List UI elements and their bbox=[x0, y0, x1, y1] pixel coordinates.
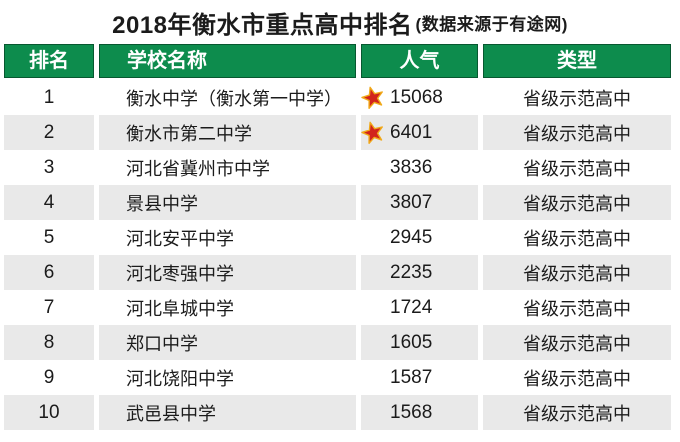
star-slot bbox=[361, 296, 390, 320]
star-slot bbox=[361, 86, 390, 110]
school-cell: 衡水市第二中学 bbox=[99, 115, 356, 150]
popularity-value: 6401 bbox=[390, 121, 433, 143]
school-cell: 河北阜城中学 bbox=[126, 298, 234, 319]
rank-cell: 2 bbox=[4, 115, 94, 150]
rank-cell: 3 bbox=[43, 156, 55, 178]
rank-cell: 9 bbox=[43, 366, 55, 388]
popularity-value: 3807 bbox=[390, 191, 433, 213]
table-row: 3 河北省冀州市中学 3836 省级示范高中 bbox=[4, 150, 671, 185]
table-row: 9 河北饶阳中学 1587 省级示范高中 bbox=[4, 360, 671, 395]
star-slot bbox=[361, 191, 390, 215]
popularity-value: 1605 bbox=[390, 331, 433, 353]
type-cell: 省级示范高中 bbox=[483, 115, 671, 150]
popularity-value: 1568 bbox=[390, 401, 433, 423]
school-cell: 河北安平中学 bbox=[126, 228, 234, 249]
table-row: 6 河北枣强中学 2235 省级示范高中 bbox=[4, 255, 671, 290]
table-row: 7 河北阜城中学 1724 省级示范高中 bbox=[4, 290, 671, 325]
type-cell: 省级示范高中 bbox=[483, 185, 671, 220]
ranking-table: 排名 学校名称 人气 类型 1 衡水中学（衡水第一中学） 15068 省级示范高… bbox=[4, 44, 671, 430]
type-cell: 省级示范高中 bbox=[483, 325, 671, 360]
table-row: 5 河北安平中学 2945 省级示范高中 bbox=[4, 220, 671, 255]
star-slot bbox=[361, 401, 390, 425]
popularity-value: 2235 bbox=[390, 261, 433, 283]
table-body: 1 衡水中学（衡水第一中学） 15068 省级示范高中 2 衡水市第二中学 bbox=[4, 80, 671, 430]
popularity-value: 15068 bbox=[390, 86, 443, 108]
school-cell: 景县中学 bbox=[99, 185, 356, 220]
header-cell-school: 学校名称 bbox=[99, 44, 356, 78]
table-row: 4 景县中学 3807 省级示范高中 bbox=[4, 185, 671, 220]
popularity-cell: 2945 bbox=[361, 220, 478, 255]
star-slot bbox=[361, 121, 390, 145]
popularity-cell: 6401 bbox=[361, 115, 478, 150]
rank-cell: 7 bbox=[43, 296, 55, 318]
rank-cell: 1 bbox=[43, 86, 55, 108]
page-title-main: 2018年衡水市重点高中排名 bbox=[112, 11, 413, 39]
table-header: 排名 学校名称 人气 类型 bbox=[4, 44, 671, 78]
type-cell: 省级示范高中 bbox=[523, 368, 631, 389]
school-cell: 河北枣强中学 bbox=[99, 255, 356, 290]
rank-cell: 5 bbox=[43, 226, 55, 248]
popularity-value: 1724 bbox=[390, 296, 433, 318]
type-cell: 省级示范高中 bbox=[483, 255, 671, 290]
school-cell: 武邑县中学 bbox=[99, 395, 356, 430]
type-cell: 省级示范高中 bbox=[523, 158, 631, 179]
popularity-cell: 1605 bbox=[361, 325, 478, 360]
header-cell-popularity: 人气 bbox=[361, 44, 478, 78]
table-row: 8 郑口中学 1605 省级示范高中 bbox=[4, 325, 671, 360]
table-row: 1 衡水中学（衡水第一中学） 15068 省级示范高中 bbox=[4, 80, 671, 115]
popularity-cell: 1568 bbox=[361, 395, 478, 430]
popularity-cell: 3836 bbox=[361, 150, 478, 185]
type-cell: 省级示范高中 bbox=[523, 298, 631, 319]
red-star-icon bbox=[361, 121, 383, 144]
school-cell: 河北省冀州市中学 bbox=[126, 158, 270, 179]
type-cell: 省级示范高中 bbox=[523, 88, 631, 109]
star-slot bbox=[361, 156, 390, 180]
popularity-cell: 15068 bbox=[361, 80, 478, 115]
school-cell: 衡水中学（衡水第一中学） bbox=[126, 88, 342, 109]
table-header-row: 排名 学校名称 人气 类型 bbox=[4, 44, 671, 78]
popularity-value: 2945 bbox=[390, 226, 433, 248]
popularity-cell: 3807 bbox=[361, 185, 478, 220]
rank-cell: 4 bbox=[4, 185, 94, 220]
rank-cell: 6 bbox=[4, 255, 94, 290]
star-slot bbox=[361, 261, 390, 285]
type-cell: 省级示范高中 bbox=[483, 395, 671, 430]
popularity-cell: 1587 bbox=[361, 360, 478, 395]
rank-cell: 10 bbox=[4, 395, 94, 430]
type-cell: 省级示范高中 bbox=[523, 228, 631, 249]
popularity-value: 1587 bbox=[390, 366, 433, 388]
popularity-value: 3836 bbox=[390, 156, 433, 178]
star-slot bbox=[361, 331, 390, 355]
popularity-cell: 1724 bbox=[361, 290, 478, 325]
header-cell-rank: 排名 bbox=[4, 44, 94, 78]
page-title-source-note: (数据来源于有途网) bbox=[415, 14, 568, 34]
school-cell: 郑口中学 bbox=[99, 325, 356, 360]
table-row: 2 衡水市第二中学 6401 省级示范高中 bbox=[4, 115, 671, 150]
school-cell: 河北饶阳中学 bbox=[126, 368, 234, 389]
star-slot bbox=[361, 366, 390, 390]
rank-cell: 8 bbox=[4, 325, 94, 360]
header-cell-type: 类型 bbox=[483, 44, 671, 78]
table-row: 10 武邑县中学 1568 省级示范高中 bbox=[4, 395, 671, 430]
popularity-cell: 2235 bbox=[361, 255, 478, 290]
star-slot bbox=[361, 226, 390, 250]
red-star-icon bbox=[361, 86, 383, 109]
page-title: 2018年衡水市重点高中排名 (数据来源于有途网) bbox=[0, 0, 680, 44]
